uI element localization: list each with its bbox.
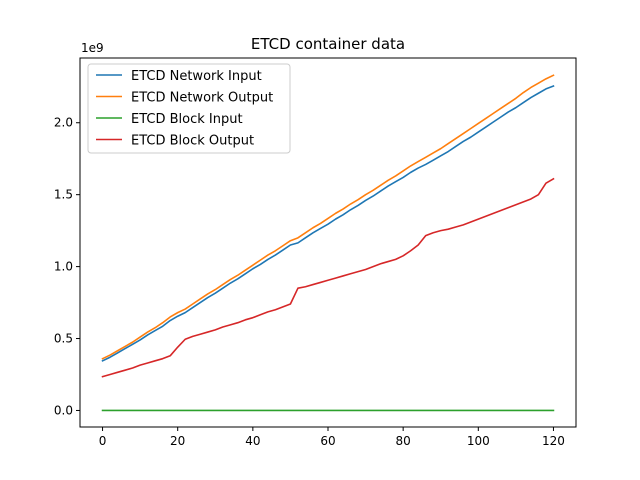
- y-axis-multiplier: 1e9: [81, 41, 104, 55]
- series-line-1: [101, 74, 555, 360]
- x-tick-label: 100: [467, 434, 490, 448]
- series-line-0: [101, 85, 555, 362]
- series-line-3: [101, 177, 555, 378]
- chart-title: ETCD container data: [251, 35, 405, 53]
- y-tick-label: 2.0: [54, 116, 73, 130]
- y-tick-label: 1.0: [54, 260, 73, 274]
- x-tick-label: 20: [170, 434, 185, 448]
- series-layer: [101, 74, 555, 412]
- x-tick-label: 60: [320, 434, 335, 448]
- x-tick-label: 80: [396, 434, 411, 448]
- y-axis-ticks: 0.0 0.5 1.0 1.5 2.0: [54, 116, 80, 417]
- legend-label-0: ETCD Network Input: [131, 69, 262, 84]
- y-tick-label: 0.0: [54, 403, 73, 417]
- legend-label-3: ETCD Block Output: [131, 134, 254, 149]
- legend-label-2: ETCD Block Input: [131, 112, 243, 127]
- legend-label-1: ETCD Network Output: [131, 91, 273, 106]
- legend-box: [87, 63, 291, 154]
- y-tick-label: 1.5: [54, 188, 73, 202]
- y-tick-label: 0.5: [54, 332, 73, 346]
- legend: ETCD Network Input ETCD Network Output ETC…: [87, 63, 291, 154]
- x-axis-ticks: 0 20 40 60 80 100 120: [99, 427, 565, 448]
- x-tick-label: 40: [245, 434, 260, 448]
- x-tick-label: 120: [542, 434, 565, 448]
- x-tick-label: 0: [99, 434, 107, 448]
